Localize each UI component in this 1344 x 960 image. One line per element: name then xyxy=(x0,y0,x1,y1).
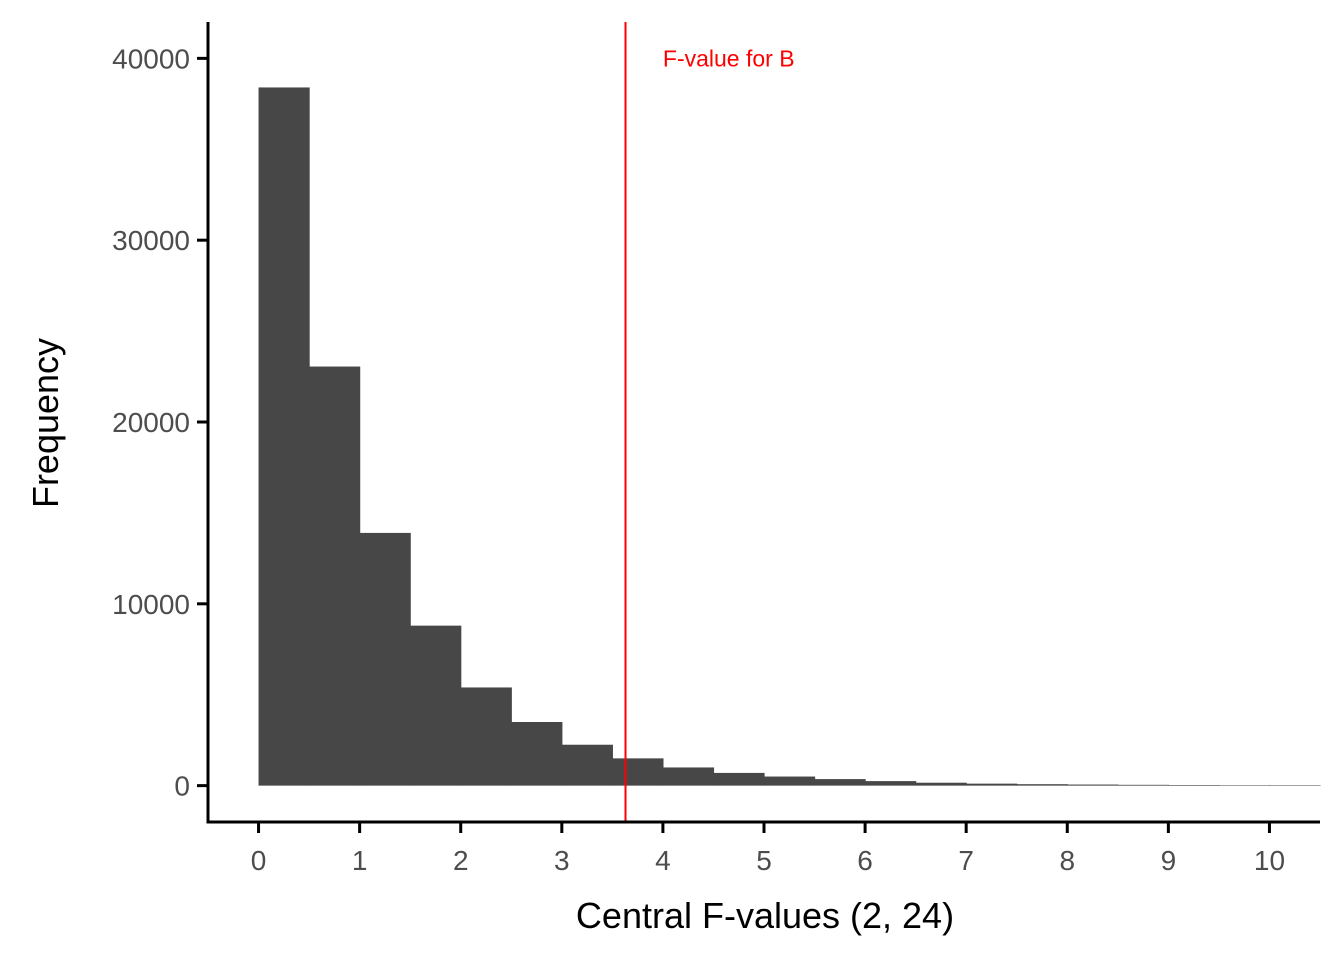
x-axis-ticks: 0 1 2 3 4 5 6 7 8 9 10 xyxy=(251,822,1285,876)
x-tick-label: 8 xyxy=(1059,845,1075,876)
histogram-bar xyxy=(915,782,967,786)
histogram-bar xyxy=(511,722,563,786)
histogram-bar xyxy=(1016,784,1068,786)
histogram-bar xyxy=(258,87,310,786)
histogram-bar xyxy=(359,532,411,786)
histogram-bar xyxy=(1269,785,1321,786)
x-tick-label: 6 xyxy=(857,845,873,876)
y-axis-ticks: 0 10000 20000 30000 40000 xyxy=(112,43,208,802)
x-tick-label: 9 xyxy=(1161,845,1177,876)
y-tick-label: 10000 xyxy=(112,589,190,620)
histogram-bar xyxy=(662,767,715,786)
histogram-bar xyxy=(1168,785,1220,786)
x-axis-title: Central F-values (2, 24) xyxy=(576,895,954,936)
x-tick-label: 2 xyxy=(453,845,469,876)
histogram-bar xyxy=(764,776,816,786)
x-tick-label: 0 xyxy=(251,845,267,876)
x-tick-label: 3 xyxy=(554,845,570,876)
y-tick-label: 30000 xyxy=(112,225,190,256)
x-tick-label: 7 xyxy=(958,845,974,876)
histogram-bar xyxy=(1117,784,1169,786)
histogram-bar xyxy=(1067,784,1119,786)
x-tick-label: 4 xyxy=(655,845,671,876)
bars-group xyxy=(258,87,1321,786)
histogram-bar xyxy=(561,744,613,786)
histogram-bar xyxy=(309,366,361,786)
reference-line-label: F-value for B xyxy=(663,45,795,71)
x-tick-label: 10 xyxy=(1254,845,1285,876)
histogram-bar xyxy=(966,783,1018,786)
x-tick-label: 1 xyxy=(352,845,368,876)
histogram-bar xyxy=(460,687,512,786)
histogram-bar xyxy=(814,779,866,786)
histogram-bar xyxy=(865,781,917,786)
x-tick-label: 5 xyxy=(756,845,772,876)
y-tick-label: 40000 xyxy=(112,43,190,74)
y-axis-title: Frequency xyxy=(25,338,66,508)
y-tick-label: 0 xyxy=(174,771,190,802)
histogram-bar xyxy=(410,625,462,786)
histogram-bar xyxy=(612,758,664,786)
histogram-bar xyxy=(1218,785,1271,786)
histogram-bar xyxy=(713,772,765,786)
y-tick-label: 20000 xyxy=(112,407,190,438)
